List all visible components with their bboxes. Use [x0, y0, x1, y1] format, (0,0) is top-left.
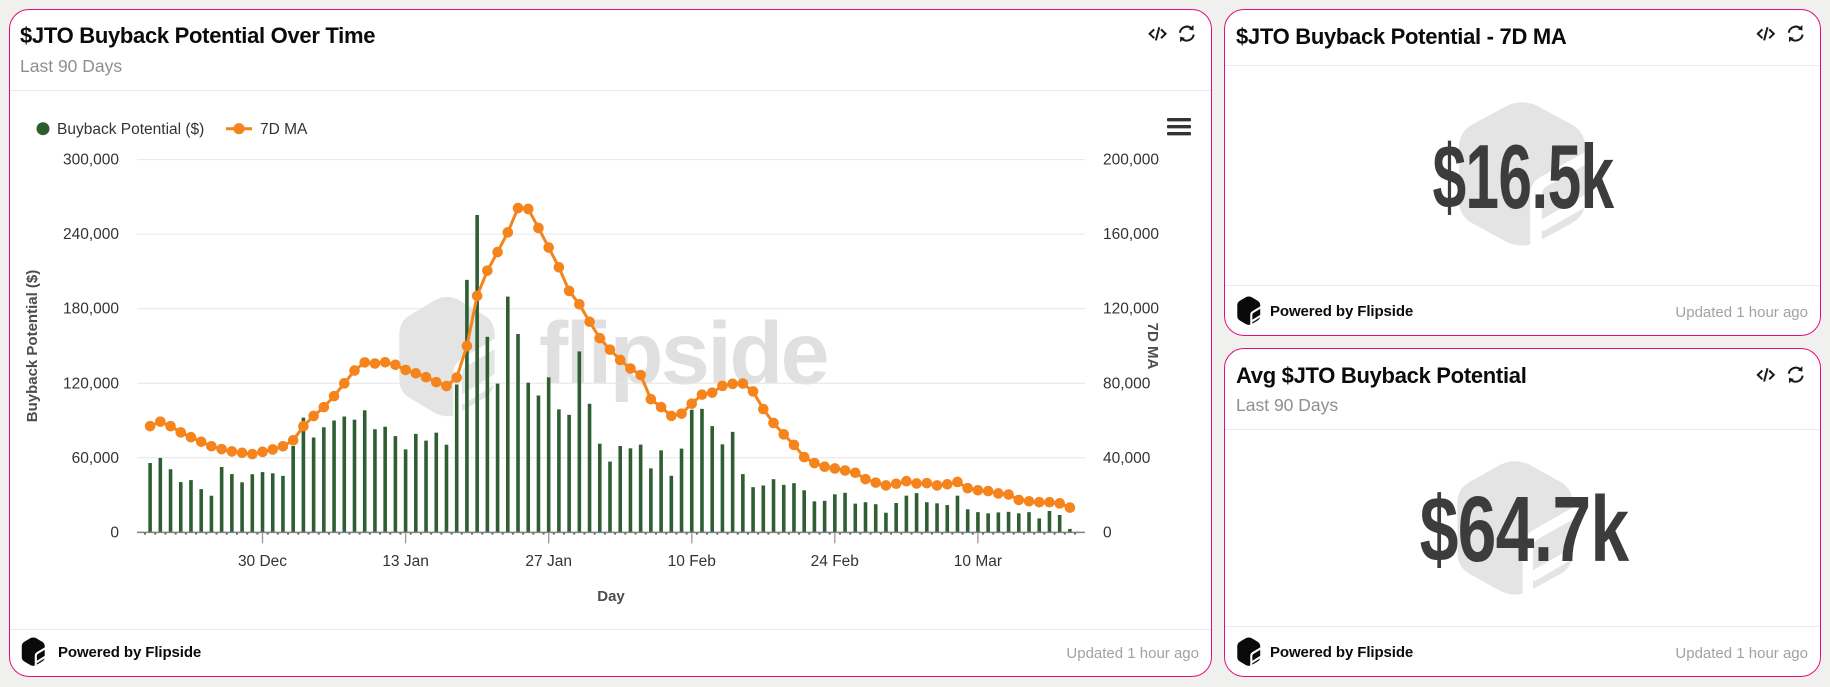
svg-text:7D MA: 7D MA — [260, 121, 308, 138]
svg-text:10 Feb: 10 Feb — [668, 553, 716, 570]
svg-text:30 Dec: 30 Dec — [238, 553, 287, 570]
svg-text:300,000: 300,000 — [63, 152, 119, 169]
svg-text:120,000: 120,000 — [63, 375, 119, 392]
svg-text:10 Mar: 10 Mar — [954, 553, 1002, 570]
svg-text:27 Jan: 27 Jan — [525, 553, 572, 570]
svg-text:40,000: 40,000 — [1103, 450, 1151, 467]
svg-text:240,000: 240,000 — [63, 226, 119, 243]
svg-text:flipside: flipside — [539, 304, 827, 403]
svg-text:180,000: 180,000 — [63, 301, 119, 318]
svg-text:24 Feb: 24 Feb — [811, 553, 859, 570]
svg-text:80,000: 80,000 — [1103, 375, 1151, 392]
svg-text:160,000: 160,000 — [1103, 226, 1159, 243]
svg-text:Buyback Potential ($): Buyback Potential ($) — [57, 121, 204, 138]
svg-text:Buyback Potential ($): Buyback Potential ($) — [24, 270, 41, 423]
svg-text:200,000: 200,000 — [1103, 152, 1159, 169]
svg-text:Day: Day — [597, 588, 625, 605]
svg-text:120,000: 120,000 — [1103, 301, 1159, 318]
svg-text:60,000: 60,000 — [72, 450, 120, 467]
svg-text:0: 0 — [110, 524, 119, 541]
svg-text:13 Jan: 13 Jan — [382, 553, 429, 570]
svg-text:7D MA: 7D MA — [1144, 323, 1161, 370]
svg-text:0: 0 — [1103, 524, 1112, 541]
